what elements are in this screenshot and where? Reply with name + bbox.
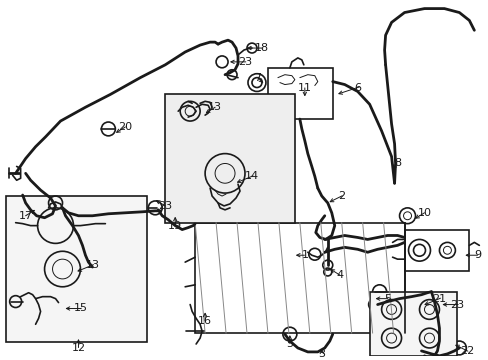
Text: 16: 16 [198, 316, 212, 326]
Text: 21: 21 [431, 294, 446, 303]
Text: 2: 2 [338, 191, 345, 201]
Text: 7: 7 [254, 73, 261, 83]
Text: 15: 15 [73, 303, 87, 314]
Text: 17: 17 [19, 211, 33, 221]
Text: 9: 9 [473, 250, 480, 260]
Bar [165, 94, 294, 223]
Text: 18: 18 [254, 43, 268, 53]
Text: 23: 23 [449, 300, 464, 310]
Text: 13: 13 [208, 102, 222, 112]
Text: 22: 22 [459, 346, 473, 356]
Text: 8: 8 [393, 158, 400, 168]
Text: 6: 6 [353, 82, 361, 93]
Bar [369, 292, 456, 356]
Text: 14: 14 [244, 171, 259, 181]
Text: 19: 19 [168, 221, 182, 231]
Text: 3: 3 [318, 349, 325, 359]
Text: 11: 11 [297, 82, 311, 93]
Text: 23: 23 [158, 201, 172, 211]
Text: 5: 5 [383, 294, 390, 303]
Bar [267, 68, 332, 119]
Bar [404, 230, 468, 271]
Text: 10: 10 [417, 208, 430, 218]
Bar [6, 196, 147, 342]
Text: 23: 23 [238, 57, 251, 67]
Text: 1: 1 [301, 250, 308, 260]
Text: 12: 12 [71, 343, 85, 353]
Bar [195, 223, 404, 333]
Text: 20: 20 [118, 122, 132, 132]
Text: 13: 13 [85, 260, 99, 270]
Text: 4: 4 [335, 270, 343, 280]
Text: 5: 5 [286, 339, 293, 349]
